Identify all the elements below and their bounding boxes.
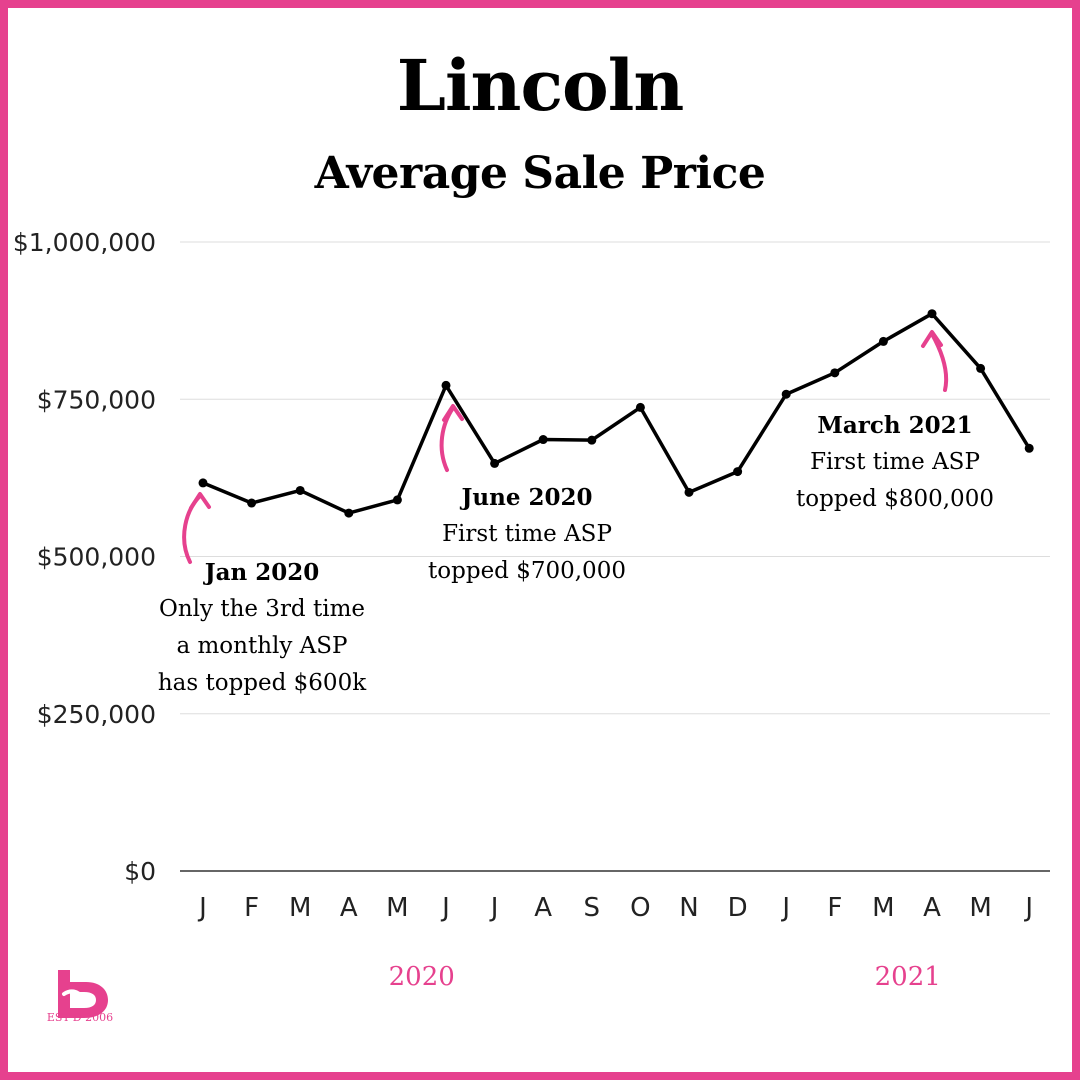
x-tick-label: O — [630, 893, 650, 923]
annotation-text: First time ASP — [442, 521, 612, 547]
x-tick-label: J — [489, 893, 499, 923]
x-tick-label: F — [827, 893, 842, 923]
annotation-heading: Jan 2020 — [203, 559, 320, 586]
year-label: 2020 — [389, 962, 455, 992]
annotation-arrowhead — [189, 492, 211, 510]
chart-title: Lincoln — [396, 44, 685, 127]
annotation-text: topped $800,000 — [796, 486, 994, 512]
series-line — [202, 311, 1031, 515]
annotation-text: First time ASP — [810, 449, 980, 475]
data-point — [441, 380, 451, 390]
x-tick-label: A — [534, 893, 552, 923]
x-tick-label: S — [584, 893, 601, 923]
data-point — [733, 467, 743, 477]
logo-text: EST'D 2006 — [46, 1011, 114, 1024]
data-point — [392, 495, 402, 505]
data-point — [198, 478, 208, 488]
data-point — [635, 402, 645, 412]
data-point — [587, 435, 597, 445]
annotation-arrowhead — [921, 330, 943, 348]
x-tick-label: J — [440, 893, 450, 923]
data-point — [976, 363, 986, 373]
x-tick-label: D — [728, 893, 748, 923]
data-point — [1024, 443, 1034, 453]
x-tick-label: M — [969, 893, 991, 923]
x-tick-label: A — [923, 893, 941, 923]
x-tick-label: M — [872, 893, 894, 923]
data-point — [830, 368, 840, 378]
x-tick-label: J — [197, 893, 207, 923]
x-tick-label: A — [340, 893, 358, 923]
data-point — [295, 485, 305, 495]
chart-subtitle: Average Sale Price — [314, 148, 766, 199]
y-tick-label: $0 — [124, 857, 156, 886]
year-label: 2021 — [875, 962, 941, 992]
data-point — [684, 487, 694, 497]
data-point — [878, 336, 888, 346]
annotation-arrowhead — [442, 404, 464, 422]
annotation-heading: June 2020 — [460, 484, 593, 511]
b-logo-icon — [58, 970, 108, 1018]
x-tick-label: J — [1023, 893, 1033, 923]
y-tick-label: $500,000 — [37, 543, 156, 572]
annotation-text: Only the 3rd time — [159, 596, 365, 622]
y-tick-label: $250,000 — [37, 700, 156, 729]
x-tick-label: M — [386, 893, 408, 923]
data-point — [781, 389, 791, 399]
x-tick-label: F — [244, 893, 259, 923]
annotation-heading: March 2021 — [817, 412, 972, 439]
data-point — [247, 498, 257, 508]
data-point — [538, 435, 548, 445]
data-point — [344, 508, 354, 518]
y-tick-label: $750,000 — [37, 385, 156, 414]
x-tick-label: M — [289, 893, 311, 923]
y-tick-label: $1,000,000 — [13, 228, 156, 257]
x-tick-label: J — [780, 893, 790, 923]
data-point — [927, 309, 937, 319]
annotation-text: a monthly ASP — [176, 633, 347, 659]
data-point — [490, 458, 500, 468]
annotation-text: has topped $600k — [158, 670, 367, 696]
x-tick-label: N — [679, 893, 698, 923]
annotation-text: topped $700,000 — [428, 558, 626, 584]
